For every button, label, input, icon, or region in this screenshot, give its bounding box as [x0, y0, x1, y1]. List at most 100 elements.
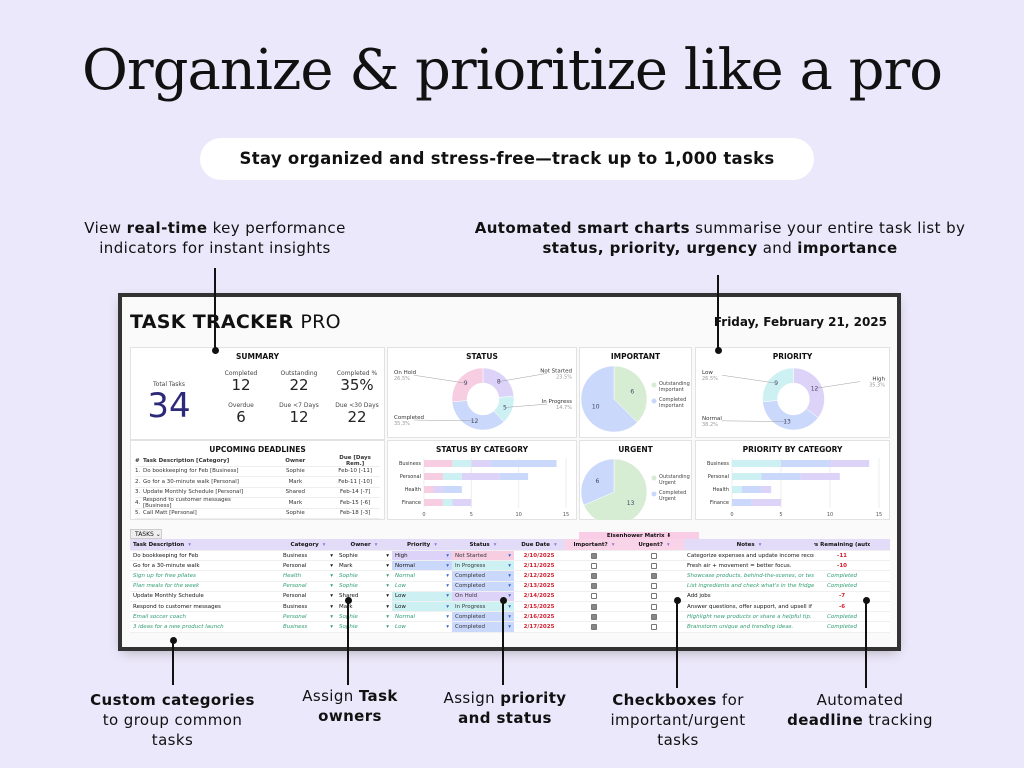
dropdown-arrow-icon[interactable]: ▾ [508, 583, 511, 590]
urgent-checkbox[interactable] [651, 613, 657, 620]
filter-icon[interactable]: ▾ [493, 541, 497, 548]
column-header[interactable]: Due Date ▾ [514, 539, 564, 550]
urgent-checkbox-cell[interactable] [624, 561, 684, 570]
task-description-cell[interactable]: Update Monthly Schedule [130, 592, 280, 601]
notes-cell[interactable]: Fresh air + movement = better focus. [684, 561, 814, 570]
tasks-tab[interactable]: TASKS ⌄ [130, 529, 162, 539]
column-header[interactable]: Priority ▾ [392, 539, 452, 550]
priority-dropdown[interactable]: Normal ▾ [392, 612, 452, 622]
important-checkbox-cell[interactable] [564, 571, 624, 580]
dropdown-arrow-icon[interactable]: ▾ [330, 613, 333, 620]
owner-dropdown[interactable]: Sophie▾ [336, 551, 392, 560]
category-dropdown[interactable]: Business ▾ [280, 551, 336, 560]
dropdown-arrow-icon[interactable]: ▾ [508, 562, 511, 569]
status-dropdown[interactable]: Completed ▾ [452, 571, 514, 581]
urgent-checkbox-cell[interactable] [624, 602, 684, 611]
dropdown-arrow-icon[interactable]: ▾ [446, 623, 449, 630]
category-dropdown[interactable]: Business ▾ [280, 602, 336, 611]
dropdown-arrow-icon[interactable]: ▾ [508, 552, 511, 559]
owner-dropdown[interactable]: Shared ▾ [336, 592, 392, 601]
chevron-down-icon[interactable]: ⌄ [155, 531, 161, 538]
task-description-cell[interactable]: 3 ideas for a new product launch [130, 622, 280, 631]
notes-cell[interactable]: Brainstorm unique and trending ideas. [684, 622, 814, 631]
category-dropdown[interactable]: Business ▾ [280, 622, 336, 631]
column-header[interactable]: Notes ▾ [684, 539, 814, 550]
owner-dropdown[interactable]: Mark ▾ [336, 602, 392, 611]
important-checkbox[interactable] [591, 562, 597, 569]
task-description-cell[interactable]: Email soccer coach [130, 612, 280, 621]
important-checkbox-cell[interactable] [564, 622, 624, 631]
notes-cell[interactable]: Add jobs [684, 592, 814, 601]
column-header[interactable]: Status ▾ [452, 539, 514, 550]
urgent-checkbox-cell[interactable] [624, 551, 684, 560]
dropdown-arrow-icon[interactable]: ▾ [508, 572, 511, 579]
notes-cell[interactable]: Categorize expenses and update income re… [684, 551, 814, 560]
urgent-checkbox[interactable] [651, 572, 657, 579]
important-checkbox[interactable] [591, 572, 597, 579]
urgent-checkbox-cell[interactable] [624, 612, 684, 621]
due-date-cell[interactable]: 2/14/2025 [514, 592, 564, 601]
important-checkbox-cell[interactable] [564, 592, 624, 601]
important-checkbox[interactable] [591, 583, 597, 590]
dropdown-arrow-icon[interactable]: ▾ [508, 593, 511, 600]
column-header[interactable]: Owner ▾ [336, 539, 392, 550]
dropdown-arrow-icon[interactable]: ▾ [446, 583, 449, 590]
dropdown-arrow-icon[interactable]: ▾ [386, 562, 389, 569]
category-dropdown[interactable]: Personal ▾ [280, 561, 336, 570]
filter-icon[interactable]: ▾ [322, 541, 326, 548]
urgent-checkbox-cell[interactable] [624, 622, 684, 631]
dropdown-arrow-icon[interactable]: ▾ [386, 613, 389, 620]
dropdown-arrow-icon[interactable]: ▾ [446, 603, 449, 610]
dropdown-arrow-icon[interactable]: ▾ [386, 603, 389, 610]
urgent-checkbox[interactable] [651, 623, 657, 630]
status-dropdown[interactable]: Completed ▾ [452, 612, 514, 622]
important-checkbox-cell[interactable] [564, 551, 624, 560]
task-description-cell[interactable]: Go for a 30-minute walk [130, 561, 280, 570]
category-dropdown[interactable]: Personal ▾ [280, 592, 336, 601]
category-dropdown[interactable]: Personal ▾ [280, 582, 336, 591]
urgent-checkbox-cell[interactable] [624, 571, 684, 580]
column-header[interactable]: Category ▾ [280, 539, 336, 550]
dropdown-arrow-icon[interactable]: ▾ [386, 572, 389, 579]
filter-icon[interactable]: ▾ [434, 541, 437, 548]
important-checkbox[interactable] [591, 613, 597, 620]
priority-dropdown[interactable]: Low ▾ [392, 622, 452, 632]
dropdown-arrow-icon[interactable]: ▾ [330, 552, 333, 559]
important-checkbox-cell[interactable] [564, 582, 624, 591]
due-date-cell[interactable]: 2/15/2025 [514, 602, 564, 611]
dropdown-arrow-icon[interactable]: ▾ [446, 552, 449, 559]
column-header[interactable]: Urgent? ▾ [624, 539, 684, 550]
priority-dropdown[interactable]: Low ▾ [392, 581, 452, 591]
status-dropdown[interactable]: On Hold ▾ [452, 591, 514, 601]
important-checkbox[interactable] [591, 603, 597, 610]
owner-dropdown[interactable]: Sophie▾ [336, 622, 392, 631]
dropdown-arrow-icon[interactable]: ▾ [386, 593, 389, 600]
dropdown-arrow-icon[interactable]: ▾ [508, 603, 511, 610]
due-date-cell[interactable]: 2/10/2025 [514, 551, 564, 560]
urgent-checkbox[interactable] [651, 603, 657, 610]
important-checkbox-cell[interactable] [564, 612, 624, 621]
due-date-cell[interactable]: 2/12/2025 [514, 571, 564, 580]
dropdown-arrow-icon[interactable]: ▾ [508, 613, 511, 620]
owner-dropdown[interactable]: Sophie▾ [336, 571, 392, 580]
urgent-checkbox[interactable] [651, 583, 657, 590]
dropdown-arrow-icon[interactable]: ▾ [330, 562, 333, 569]
dropdown-arrow-icon[interactable]: ▾ [330, 593, 333, 600]
filter-icon[interactable]: ▾ [188, 541, 191, 548]
dropdown-arrow-icon[interactable]: ▾ [386, 583, 389, 590]
dropdown-arrow-icon[interactable]: ▾ [446, 613, 449, 620]
urgent-checkbox[interactable] [651, 562, 657, 569]
important-checkbox[interactable] [591, 593, 597, 600]
notes-cell[interactable]: List ingredients and check what's in the… [684, 582, 814, 591]
status-dropdown[interactable]: Completed ▾ [452, 622, 514, 632]
task-description-cell[interactable]: Sign up for free pilates [130, 571, 280, 580]
filter-icon[interactable]: ▾ [374, 541, 378, 548]
important-checkbox-cell[interactable] [564, 561, 624, 570]
task-description-cell[interactable]: Plan meals for the week [130, 582, 280, 591]
priority-dropdown[interactable]: Low ▾ [392, 591, 452, 601]
dropdown-arrow-icon[interactable]: ▾ [330, 623, 333, 630]
owner-dropdown[interactable]: Mark ▾ [336, 561, 392, 570]
column-header[interactable]: Days Remaining (auto)▾ [814, 539, 870, 550]
column-header[interactable]: Task Description ▾ [130, 539, 280, 550]
notes-cell[interactable]: Answer questions, offer support, and ups… [684, 602, 814, 611]
